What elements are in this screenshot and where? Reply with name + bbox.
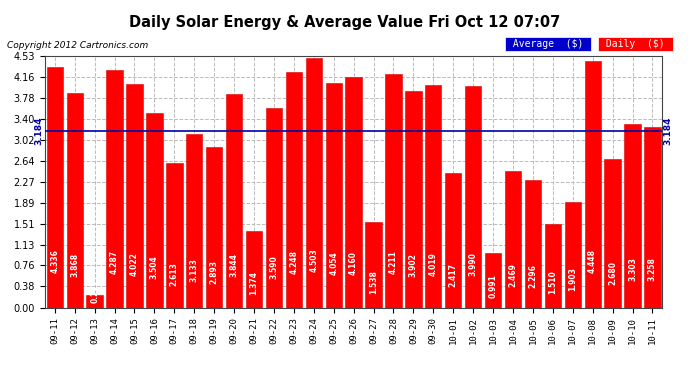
Text: 2.469: 2.469 (509, 263, 518, 287)
Text: 3.504: 3.504 (150, 256, 159, 279)
Bar (166, 163, 182, 308)
Bar (346, 77, 362, 308)
Text: 2.680: 2.680 (608, 261, 617, 285)
Bar (425, 85, 442, 308)
Text: 2.417: 2.417 (448, 263, 457, 287)
Bar (66, 93, 83, 308)
Bar (604, 159, 621, 308)
Bar (485, 252, 501, 308)
Bar (286, 72, 302, 308)
Text: 3.184: 3.184 (35, 117, 44, 145)
Bar (246, 231, 262, 308)
Text: 3.868: 3.868 (70, 253, 79, 277)
Text: 3.844: 3.844 (230, 253, 239, 277)
Bar (405, 91, 422, 308)
Text: Copyright 2012 Cartronics.com: Copyright 2012 Cartronics.com (7, 41, 148, 50)
Bar (445, 174, 462, 308)
Text: 1.538: 1.538 (369, 270, 378, 294)
Text: 3.990: 3.990 (469, 252, 477, 276)
Bar (146, 113, 163, 308)
Bar (525, 180, 541, 308)
Text: 1.374: 1.374 (250, 271, 259, 295)
Text: 2.893: 2.893 (210, 260, 219, 284)
Text: 2.613: 2.613 (170, 262, 179, 286)
Bar (544, 224, 561, 308)
Bar (86, 295, 103, 307)
Text: 4.448: 4.448 (588, 249, 597, 273)
Bar (306, 58, 322, 308)
Text: 1.510: 1.510 (549, 270, 558, 294)
Bar (126, 84, 143, 308)
Text: 4.019: 4.019 (428, 252, 438, 276)
Bar (47, 67, 63, 308)
Text: Average  ($): Average ($) (507, 39, 589, 50)
Text: 0.991: 0.991 (489, 274, 497, 298)
Bar (385, 74, 402, 308)
Text: 2.296: 2.296 (529, 264, 538, 288)
Bar (624, 124, 641, 308)
Bar (266, 108, 282, 307)
Bar (366, 222, 382, 308)
Text: 3.184: 3.184 (663, 117, 672, 145)
Text: 4.160: 4.160 (349, 251, 358, 275)
Text: 4.022: 4.022 (130, 252, 139, 276)
Bar (564, 202, 581, 308)
Text: Daily  ($): Daily ($) (600, 39, 671, 50)
Text: 3.303: 3.303 (628, 257, 637, 281)
Bar (226, 94, 242, 308)
Bar (186, 134, 202, 308)
Text: 3.258: 3.258 (648, 257, 657, 281)
Text: 4.336: 4.336 (50, 250, 59, 273)
Text: 4.211: 4.211 (389, 251, 398, 274)
Bar (206, 147, 222, 308)
Bar (326, 82, 342, 308)
Bar (465, 86, 482, 308)
Text: 4.503: 4.503 (309, 249, 318, 272)
Text: 3.902: 3.902 (409, 253, 418, 277)
Bar (644, 127, 660, 308)
Bar (584, 61, 601, 308)
Text: 1.903: 1.903 (569, 267, 578, 291)
Text: 4.287: 4.287 (110, 250, 119, 274)
Text: Daily Solar Energy & Average Value Fri Oct 12 07:07: Daily Solar Energy & Average Value Fri O… (130, 15, 560, 30)
Text: 4.248: 4.248 (289, 250, 298, 274)
Text: 3.133: 3.133 (190, 258, 199, 282)
Text: 4.054: 4.054 (329, 252, 338, 276)
Bar (505, 171, 521, 308)
Text: 0.227: 0.227 (90, 279, 99, 303)
Bar (106, 70, 123, 308)
Text: 3.590: 3.590 (269, 255, 279, 279)
